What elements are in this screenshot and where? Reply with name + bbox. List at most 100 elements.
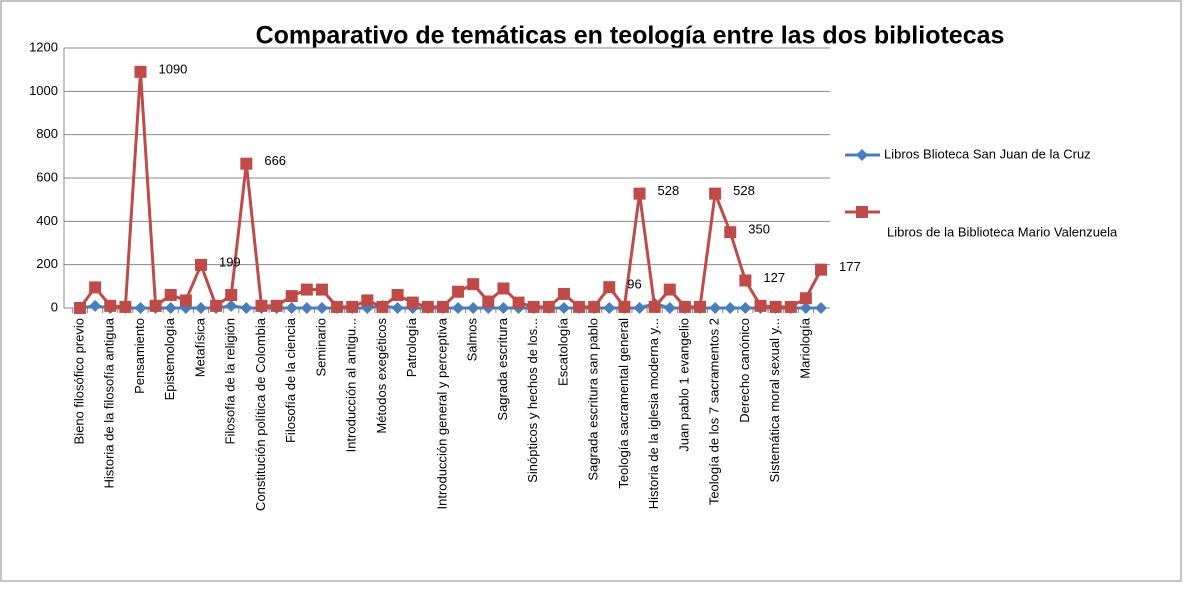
marker <box>164 289 177 301</box>
marker <box>815 263 827 276</box>
x-tick-label: Introducción al antigu... <box>344 318 359 452</box>
marker <box>134 65 147 78</box>
marker <box>467 302 480 314</box>
data-label: 177 <box>839 259 861 274</box>
x-tick-label: Bieno filosófico previo <box>71 318 86 444</box>
marker <box>618 300 631 313</box>
marker <box>542 300 555 313</box>
marker <box>315 302 328 314</box>
marker <box>361 294 374 307</box>
marker <box>164 302 177 314</box>
y-tick-label: 600 <box>36 169 58 184</box>
marker <box>315 283 328 296</box>
legend-label: Libros de la Biblioteca Mario Valenzuela <box>887 224 1118 239</box>
marker <box>149 299 162 312</box>
y-tick-label: 0 <box>51 299 58 314</box>
y-tick-label: 1000 <box>29 83 58 98</box>
marker <box>663 283 676 296</box>
legend-label: Libros Blioteca San Juan de la Cruz <box>884 146 1091 161</box>
marker <box>300 302 313 314</box>
marker <box>588 300 601 313</box>
marker <box>769 300 782 313</box>
x-tick-label: Mariología <box>797 317 812 378</box>
marker <box>452 285 465 298</box>
x-tick-label: Derecho canónico <box>737 318 752 423</box>
x-tick-label: Constitución política de Colombia <box>253 317 268 511</box>
marker <box>225 299 238 312</box>
marker <box>784 300 797 313</box>
marker <box>210 299 223 312</box>
x-tick-label: Patrología <box>404 317 419 377</box>
marker <box>648 300 661 313</box>
marker <box>255 299 268 312</box>
marker <box>754 299 767 312</box>
x-tick-label: Pensamiento <box>132 318 147 394</box>
marker <box>603 281 616 294</box>
marker <box>663 302 676 314</box>
marker <box>452 302 465 314</box>
marker <box>391 289 404 301</box>
marker <box>89 299 102 312</box>
x-tick-label: Sagrada escritura san pablo <box>586 318 601 481</box>
marker <box>74 302 86 314</box>
marker <box>421 300 434 313</box>
marker <box>724 226 737 239</box>
y-tick-label: 400 <box>36 213 58 228</box>
marker <box>678 300 691 313</box>
marker <box>633 187 646 200</box>
x-tick-label: Introducción general y perceptiva <box>434 317 449 509</box>
marker <box>331 300 344 313</box>
y-tick-label: 200 <box>36 256 58 271</box>
marker <box>497 282 510 295</box>
marker <box>391 302 404 314</box>
x-tick-label: Epistemología <box>162 317 177 400</box>
marker <box>724 302 737 314</box>
marker <box>573 300 586 313</box>
x-tick-label: Salmos <box>465 318 480 362</box>
marker <box>603 302 616 314</box>
chart-title: Comparativo de temáticas en teología ent… <box>256 22 1005 50</box>
marker <box>467 278 480 291</box>
marker <box>557 287 570 300</box>
marker <box>436 300 449 313</box>
marker <box>709 302 722 314</box>
marker <box>815 302 827 314</box>
marker <box>240 302 253 314</box>
x-tick-label: Filosofía de la ciencia <box>283 317 298 443</box>
data-label: 1090 <box>158 61 187 76</box>
data-label: 350 <box>748 222 770 237</box>
x-tick-label: Juan pablo 1 evangelio <box>676 318 691 452</box>
x-tick-label: Teología de los 7 sacramentos 2 <box>707 318 722 505</box>
marker <box>104 299 117 312</box>
marker <box>346 300 359 313</box>
marker <box>300 283 313 296</box>
marker <box>799 292 812 305</box>
x-tick-label: Sistemática moral sexual y... <box>767 318 782 482</box>
x-tick-label: Métodos exegéticos <box>374 318 389 434</box>
marker <box>240 157 253 170</box>
legend-marker <box>856 149 868 161</box>
data-label: 666 <box>264 153 286 168</box>
x-tick-label: Metafísica <box>192 317 207 377</box>
marker <box>89 281 102 294</box>
x-tick-label: Historia de la iglesia moderna y... <box>646 318 661 509</box>
marker <box>406 296 419 309</box>
x-tick-label: Filosofía de la religión <box>223 318 238 444</box>
x-tick-label: Seminario <box>313 318 328 377</box>
marker <box>285 302 298 314</box>
marker <box>134 302 147 314</box>
marker <box>497 302 510 314</box>
data-label: 528 <box>733 183 755 198</box>
legend-marker <box>856 206 868 218</box>
marker <box>270 299 283 312</box>
data-label: 199 <box>219 254 241 269</box>
marker <box>709 187 722 200</box>
marker <box>633 302 646 314</box>
marker <box>285 290 298 303</box>
data-label: 96 <box>627 277 641 292</box>
x-tick-label: Escatología <box>555 317 570 386</box>
marker <box>739 274 752 287</box>
marker <box>739 302 752 314</box>
marker <box>119 300 132 313</box>
